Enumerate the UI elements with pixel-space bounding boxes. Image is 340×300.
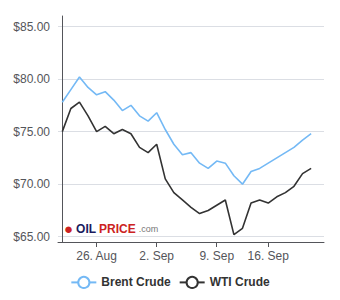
svg-text:26. Aug: 26. Aug — [76, 249, 117, 263]
svg-text:9. Sep: 9. Sep — [199, 249, 234, 263]
svg-text:$75.00: $75.00 — [13, 125, 50, 139]
svg-text:$85.00: $85.00 — [13, 20, 50, 34]
svg-text:Brent Crude: Brent Crude — [101, 275, 171, 289]
svg-text:PRICE: PRICE — [99, 222, 136, 236]
svg-text:●: ● — [64, 220, 73, 237]
svg-text:$65.00: $65.00 — [13, 230, 50, 244]
svg-text:.com: .com — [139, 224, 159, 234]
svg-text:16. Sep: 16. Sep — [248, 249, 290, 263]
svg-text:2. Sep: 2. Sep — [139, 249, 174, 263]
svg-text:OIL: OIL — [76, 222, 96, 236]
svg-text:WTI Crude: WTI Crude — [210, 275, 270, 289]
svg-text:$80.00: $80.00 — [13, 72, 50, 86]
svg-text:$70.00: $70.00 — [13, 177, 50, 191]
